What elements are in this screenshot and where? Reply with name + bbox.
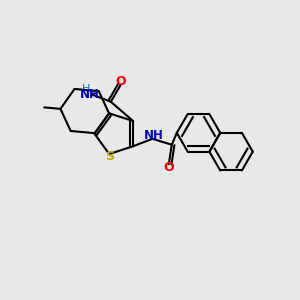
Text: O: O [164,161,174,174]
Text: S: S [105,150,114,163]
Text: NH: NH [144,129,164,142]
Text: H: H [82,84,90,94]
Text: NH: NH [80,88,100,101]
Text: O: O [115,75,126,88]
